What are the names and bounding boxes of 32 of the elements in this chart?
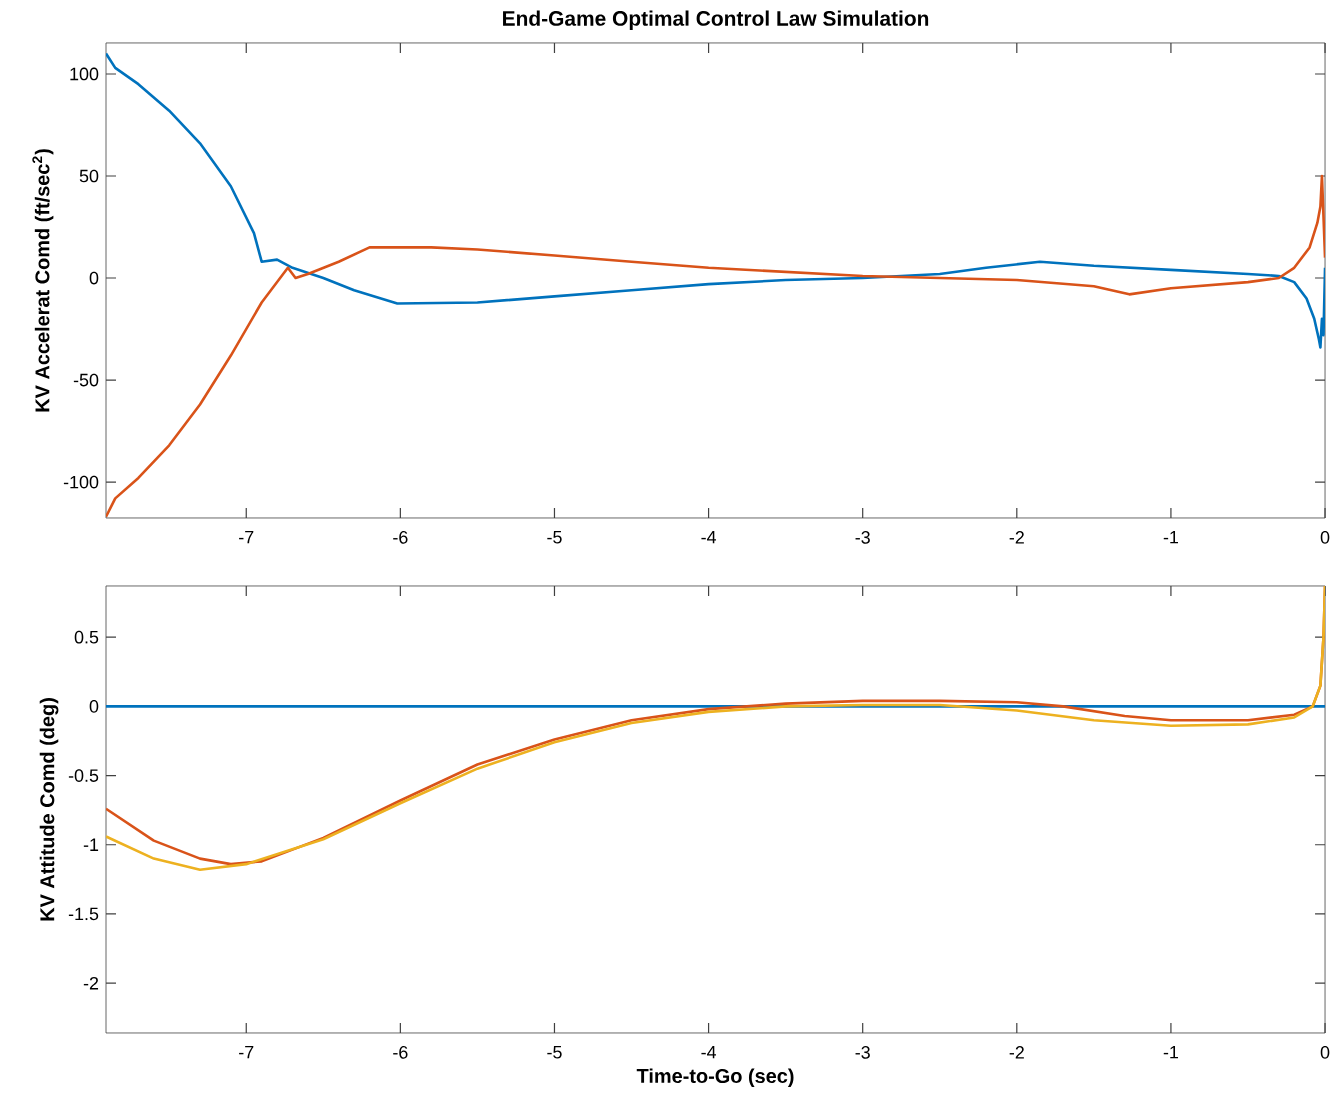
x-tick-label: 0 (1320, 531, 1330, 544)
y-tick-label: 100 (70, 67, 99, 81)
x-tick-label: -5 (547, 1046, 562, 1059)
y-tick-label: 50 (79, 169, 99, 183)
y-tick-label: 0.5 (74, 630, 99, 644)
x-tick-label: -1 (1163, 531, 1179, 544)
y-tick-label: 0 (89, 700, 99, 713)
x-tick-label: -5 (547, 531, 562, 544)
x-tick-label: -7 (239, 1046, 254, 1059)
x-tick-label: -6 (393, 531, 408, 544)
x-tick-label: -4 (701, 1046, 717, 1059)
x-tick-label: -6 (393, 1046, 408, 1059)
x-tick-label: -1 (1163, 1046, 1179, 1059)
y-tick-label: -0.5 (68, 769, 99, 782)
y-axis-title: KV Attitude Comd (deg) (39, 698, 59, 921)
x-tick-label: 0 (1320, 1046, 1330, 1059)
y-tick-label: 0 (89, 271, 99, 285)
y-axis-title: KV Accelerat Comd (ft/sec$^{2}$) (32, 149, 54, 412)
y-tick-label: -50 (73, 373, 99, 387)
chart-title: End-Game Optimal Control Law Simulation (503, 10, 929, 30)
x-tick-label: -2 (1009, 531, 1024, 544)
x-axis-title: Time-to-Go (sec) (636, 1068, 794, 1087)
y-tick-label: -1.5 (68, 907, 99, 921)
y-tick-label: -100 (63, 475, 99, 489)
line-series (106, 52, 1326, 349)
x-tick-label: -3 (855, 531, 870, 544)
x-tick-label: -2 (1009, 1046, 1024, 1059)
x-tick-label: -4 (701, 531, 717, 544)
x-tick-label: -3 (855, 1046, 870, 1059)
y-tick-label: -2 (83, 976, 99, 990)
x-tick-label: -7 (239, 531, 254, 544)
y-tick-label: -1 (83, 838, 99, 851)
